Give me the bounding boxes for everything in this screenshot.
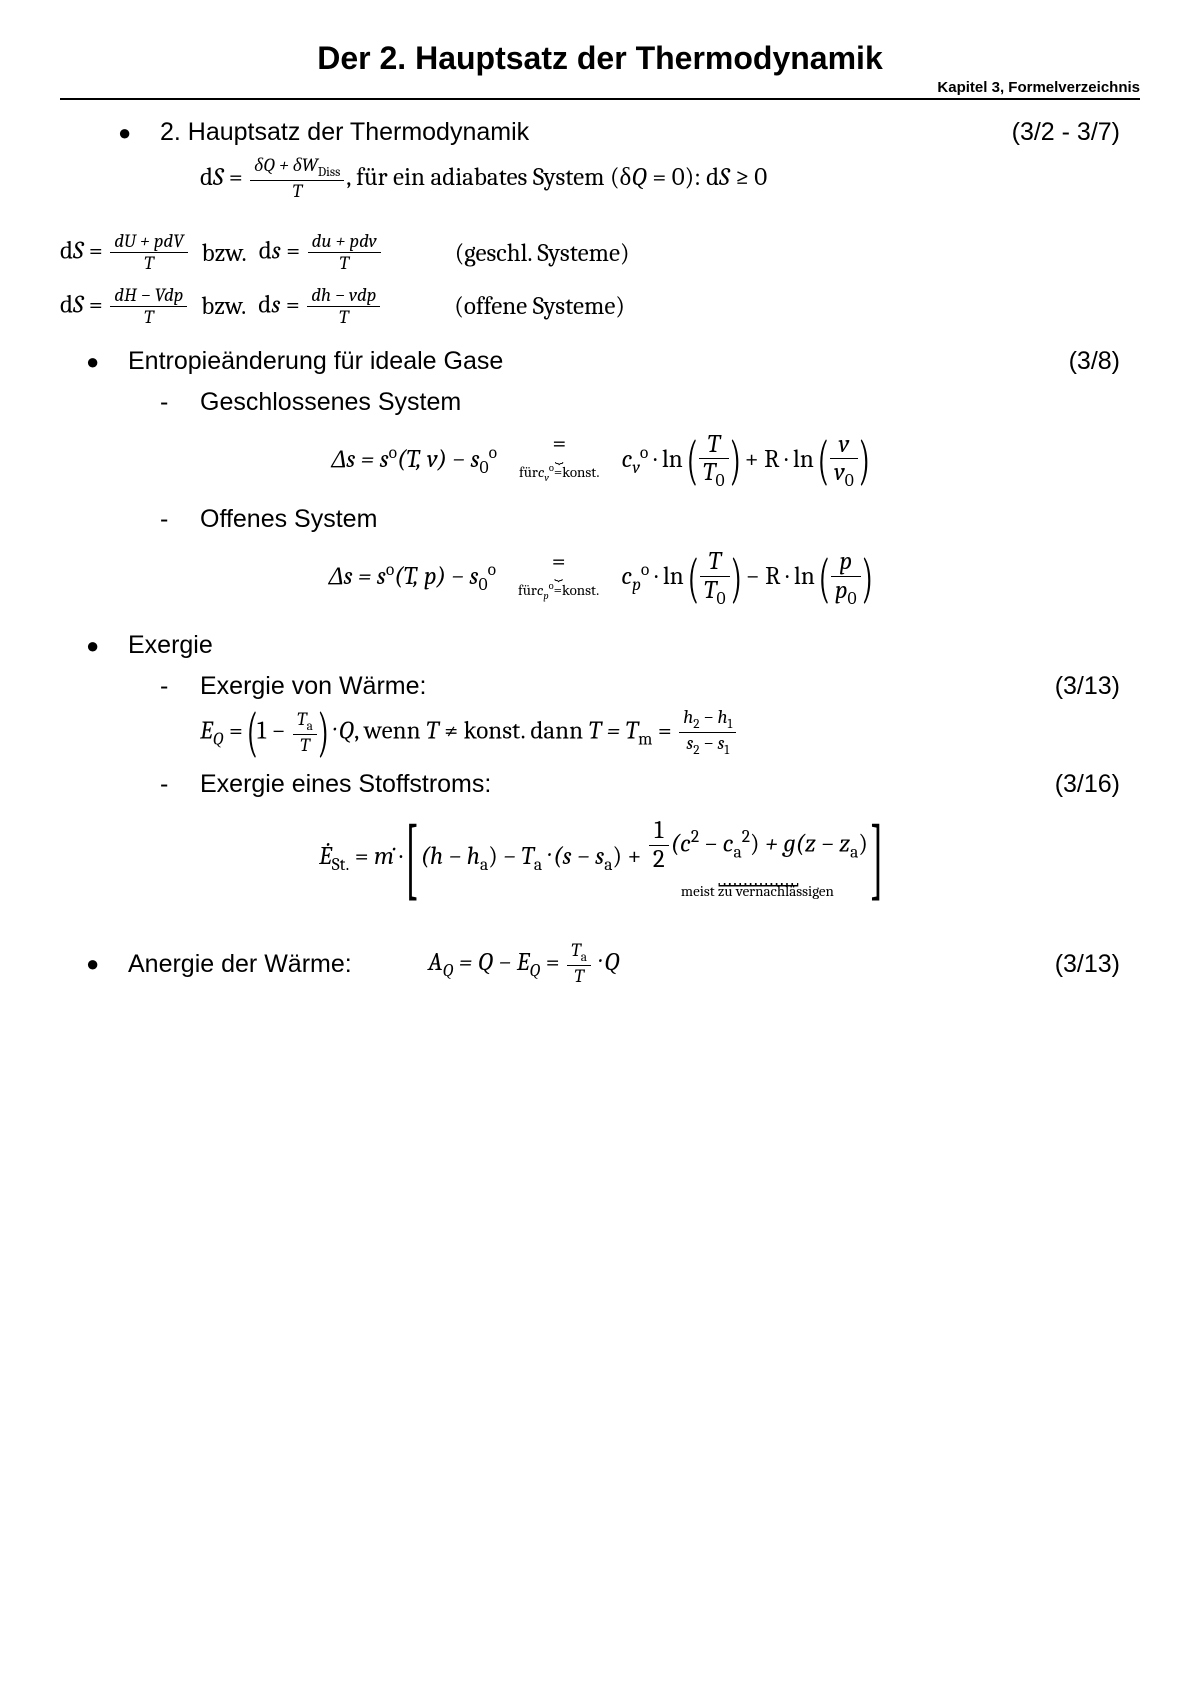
- open-systems-note: (offene Systeme): [454, 292, 625, 321]
- subsection-exergy-stream: - Exergie eines Stoffstroms: (3/16): [60, 770, 1140, 799]
- equals-under-note: = ⏟ fürcvo=konst.: [519, 438, 600, 483]
- bzw-label: bzw.: [202, 239, 247, 268]
- section-1-heading: ● 2. Hauptsatz der Thermodynamik (3/2 - …: [60, 118, 1140, 147]
- subsection-closed: - Geschlossenes System: [60, 388, 1140, 417]
- negligible-underbrace: 12(c2 − ca2) + g(z − za) ⎵⎵⎵⎵⎵⎵⎵⎵⎵⎵⎵⎵⎵⎵⎵…: [647, 817, 868, 899]
- eq-exergy-heat: EQ = (1 − TaT) · Q, wenn T ≠ konst. dann…: [200, 707, 1140, 759]
- section-3-heading: ● Exergie: [60, 631, 1140, 660]
- section-1-label: 2. Hauptsatz der Thermodynamik: [160, 118, 1012, 147]
- dash-icon: -: [60, 770, 200, 799]
- title-block: Der 2. Hauptsatz der Thermodynamik: [60, 40, 1140, 77]
- bullet-icon: ●: [60, 349, 128, 375]
- dash-icon: -: [60, 672, 200, 701]
- subsection-open: - Offenes System: [60, 505, 1140, 534]
- eq-entropy-open: Δs = so(T, p) − s0o = ⏟ fürcpo=konst. cp…: [60, 548, 1140, 609]
- dash-icon: -: [60, 505, 200, 534]
- section-2-heading: ● Entropieänderung für ideale Gase (3/8): [60, 347, 1140, 376]
- bullet-icon: ●: [60, 951, 128, 977]
- page-content: Der 2. Hauptsatz der Thermodynamik Kapit…: [0, 0, 1200, 1028]
- section-2-label: Entropieänderung für ideale Gase: [128, 347, 1069, 376]
- eq-exergy-stream: ĖSt. = ṁ · [ (h − ha) − Ta · (s − sa) + …: [60, 817, 1140, 899]
- eq-entropy-closed: Δs = so(T, v) − s0o = ⏟ fürcvo=konst. cv…: [60, 431, 1140, 492]
- subsection-exergy-heat: - Exergie von Wärme: (3/13): [60, 672, 1140, 701]
- eq-dS-open: dS = dH − Vdp T bzw. ds = dh − vdp T (of…: [60, 285, 1140, 329]
- dash-icon: -: [60, 388, 200, 417]
- bullet-icon: ●: [60, 633, 128, 659]
- eq-anergy: AQ = Q − EQ = TaT · Q: [428, 940, 1055, 988]
- equals-under-note: = ⏟ fürcpo=konst.: [518, 556, 599, 601]
- closed-systems-note: (geschl. Systeme): [455, 239, 630, 268]
- bullet-icon: ●: [60, 120, 160, 146]
- section-1-ref: (3/2 - 3/7): [1012, 118, 1140, 147]
- title-rule: [60, 98, 1140, 100]
- eq-dS-diss: dS = δQ + δWDiss T , für ein adiabates S…: [200, 155, 1140, 203]
- section-4-anergy: ● Anergie der Wärme: AQ = Q − EQ = TaT ·…: [60, 940, 1140, 988]
- page-title: Der 2. Hauptsatz der Thermodynamik: [60, 40, 1140, 77]
- eq-dS-closed: dS = dU + pdV T bzw. ds = du + pdv T (ge…: [60, 231, 1140, 275]
- section-2-ref: (3/8): [1069, 347, 1140, 376]
- chapter-note: Kapitel 3, Formelverzeichnis: [60, 79, 1140, 96]
